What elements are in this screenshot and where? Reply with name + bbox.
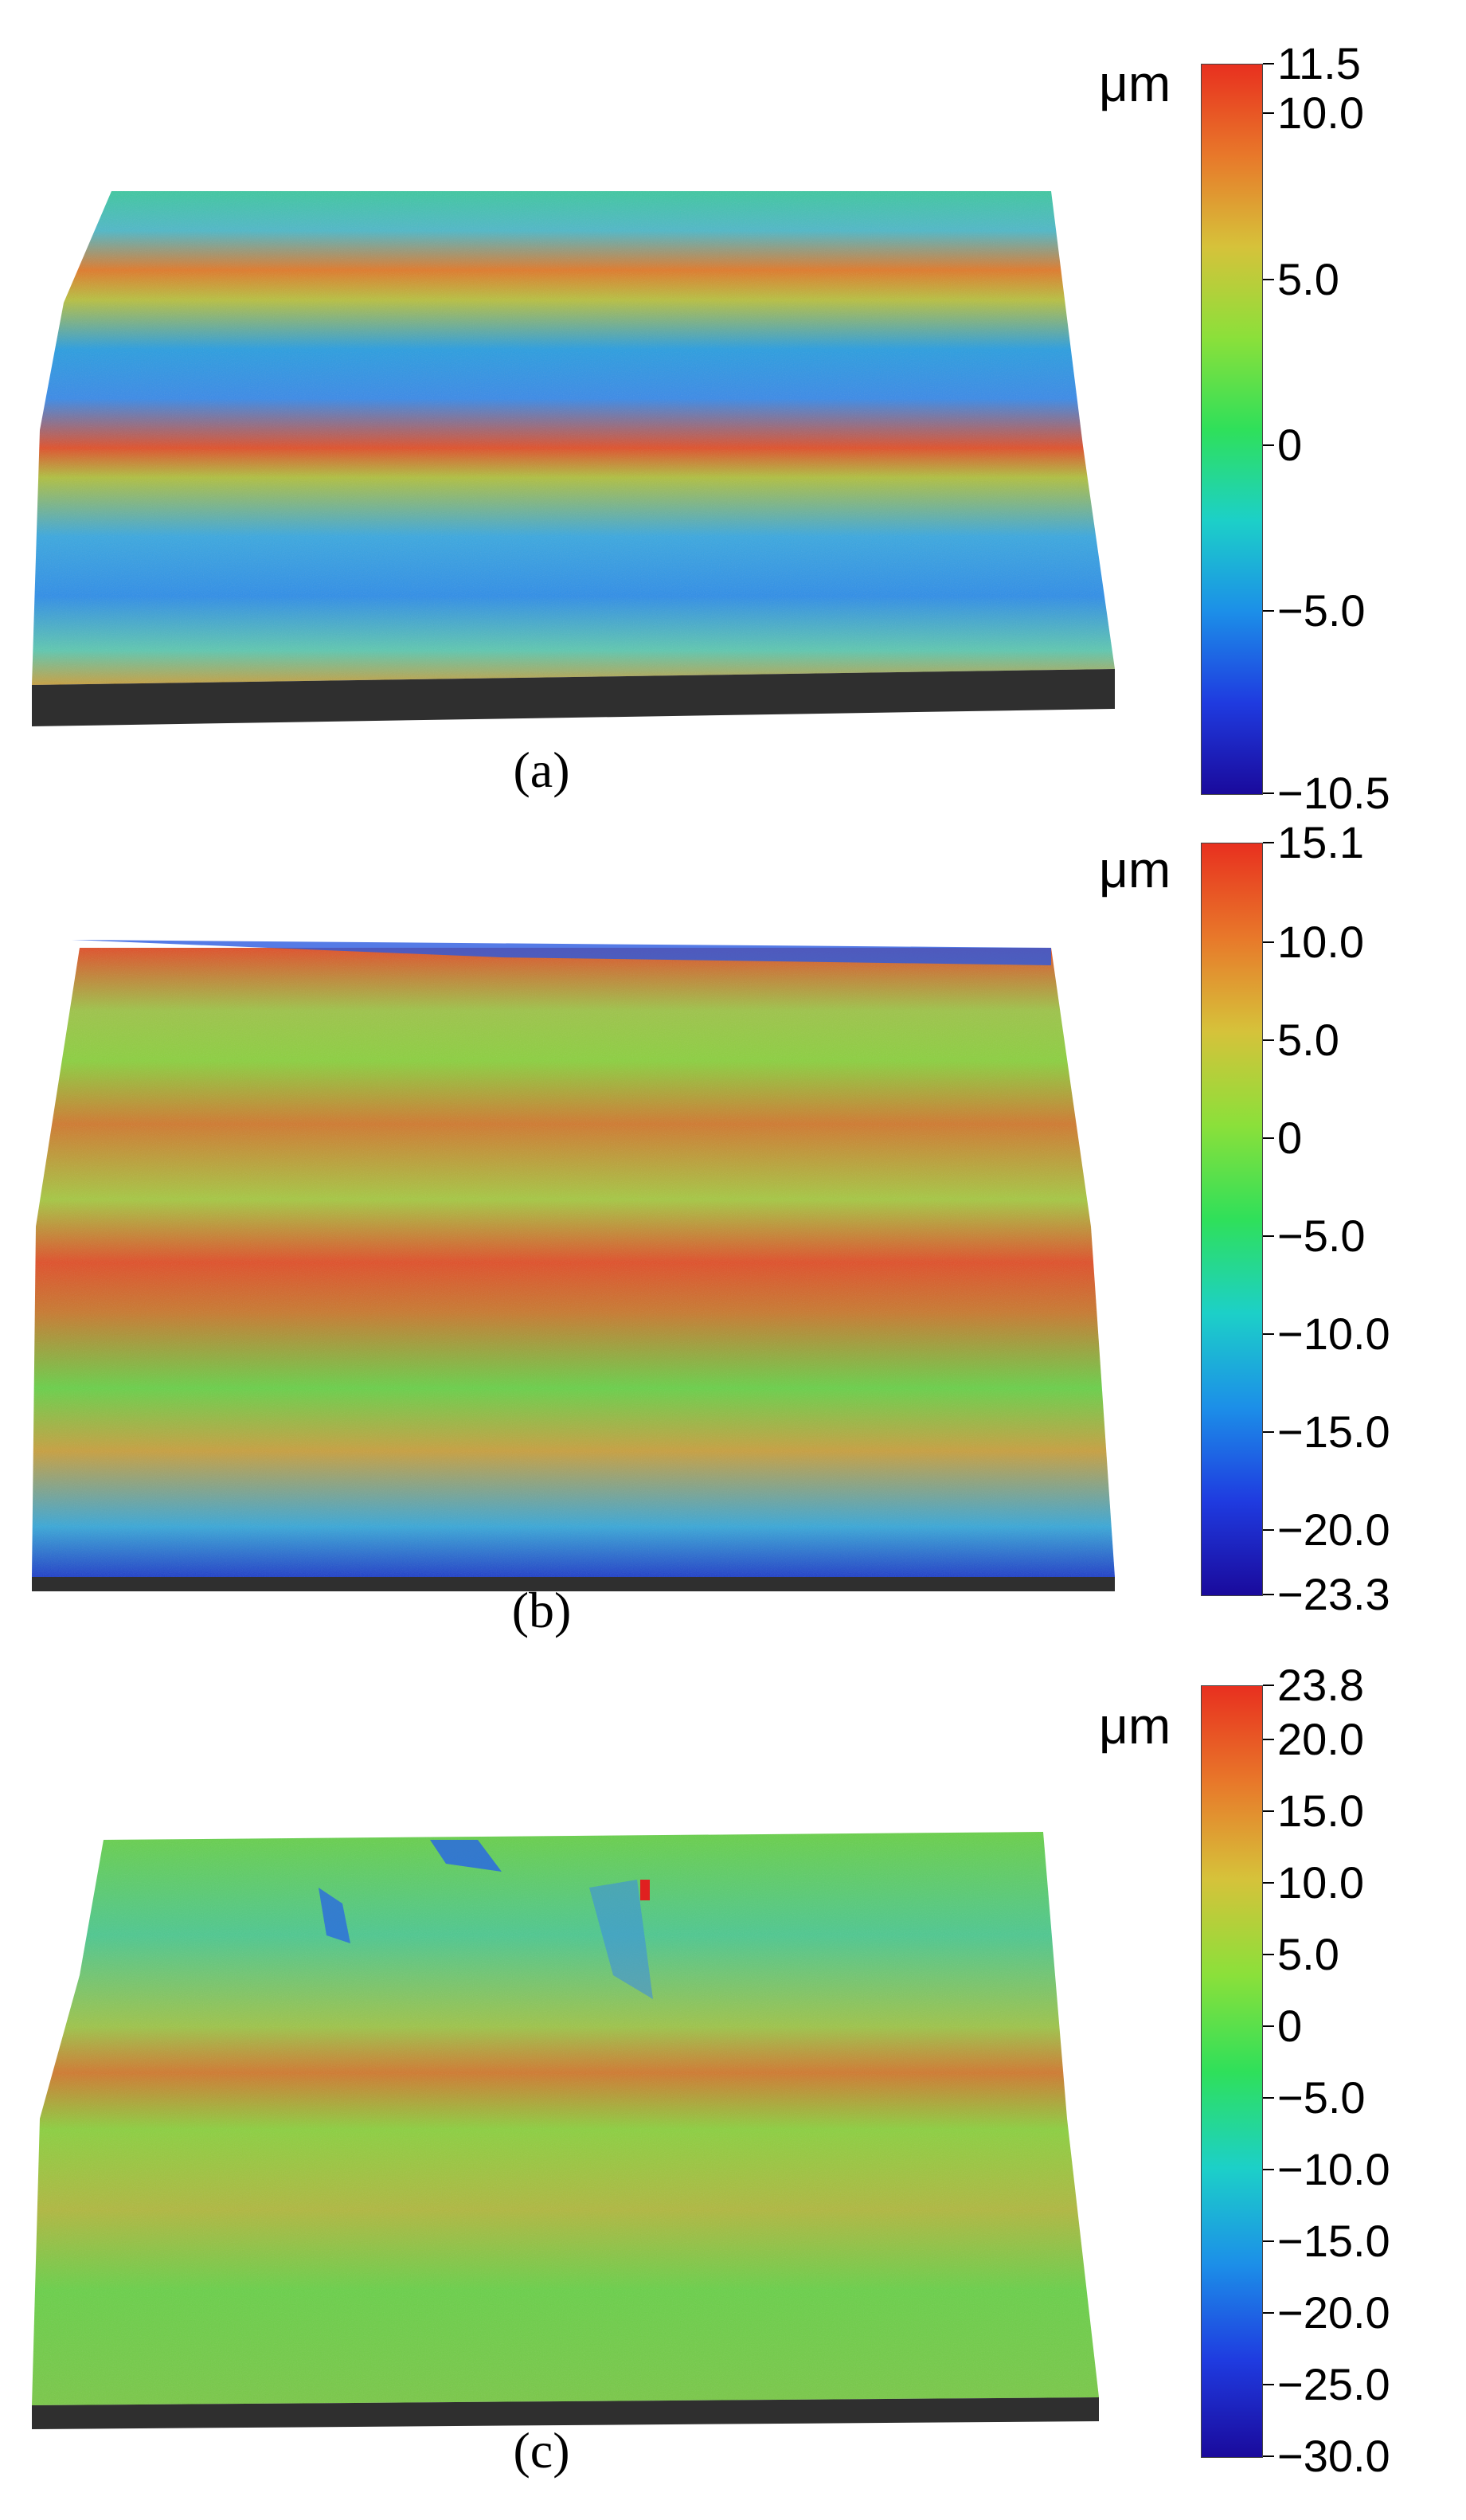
- colorbar-tick-mark: [1263, 610, 1274, 612]
- colorbar-tick-label: −30.0: [1277, 2431, 1390, 2481]
- colorbar-a: [1201, 64, 1263, 795]
- colorbar-tick-label: 5.0: [1277, 1929, 1339, 1980]
- colorbar-c: [1201, 1685, 1263, 2458]
- colorbar-tick-label: 11.5: [1277, 38, 1361, 88]
- colorbar-tick-mark: [1263, 1685, 1274, 1686]
- colorbar-tick-mark: [1263, 842, 1274, 843]
- colorbar-tick-mark: [1263, 444, 1274, 446]
- colorbar-tick-label: 23.8: [1277, 1660, 1364, 1710]
- panel-c: (c) μm 23.8 20.0 15.0 10.0 5.0 0 −5.0 −10.0 −15.…: [0, 1663, 1466, 2520]
- colorbar-tick-mark: [1263, 1528, 1274, 1531]
- colorbar-tick-label: 10.0: [1277, 917, 1364, 968]
- caption-b: (b): [511, 1582, 572, 1638]
- colorbar-tick-mark: [1263, 1430, 1274, 1433]
- colorbar-tick-label: −15.0: [1277, 2216, 1390, 2267]
- colorbar-tick-mark: [1263, 1235, 1274, 1238]
- colorbar-tick-mark: [1263, 1594, 1274, 1595]
- colorbar-tick-label: 10.0: [1277, 88, 1364, 139]
- colorbar-tick-mark: [1263, 792, 1274, 794]
- colorbar-tick-mark: [1263, 2455, 1274, 2457]
- colorbar-tick-label: −10.0: [1277, 2144, 1390, 2195]
- colorbar-tick-mark: [1263, 1882, 1274, 1884]
- colorbar-tick-mark: [1263, 1333, 1274, 1336]
- colorbar-tick-label: 5.0: [1277, 253, 1339, 304]
- colorbar-tick-mark: [1263, 2025, 1274, 2028]
- colorbar-tick-mark: [1263, 112, 1274, 115]
- colorbar-tick-label: 10.0: [1277, 1857, 1364, 1908]
- colorbar-tick-label: −25.0: [1277, 2359, 1390, 2410]
- colorbar-tick-mark: [1263, 2312, 1274, 2315]
- surface-map-b: [32, 940, 1115, 1591]
- colorbar-tick-label: 0: [1277, 1113, 1303, 1164]
- colorbar-tick-mark: [1263, 1039, 1274, 1042]
- colorbar-tick-label: −5.0: [1277, 2072, 1366, 2123]
- unit-label-c: μm: [1099, 1697, 1171, 1755]
- colorbar-tick-label: 15.0: [1277, 1786, 1364, 1837]
- colorbar-tick-label: −10.5: [1277, 768, 1390, 818]
- colorbar-tick-label: −20.0: [1277, 2287, 1390, 2338]
- colorbar-tick-mark: [1263, 2240, 1274, 2243]
- colorbar-tick-label: 0: [1277, 2001, 1303, 2052]
- colorbar-tick-label: −23.3: [1277, 1569, 1390, 1619]
- colorbar-tick-mark: [1263, 2384, 1274, 2386]
- colorbar-tick-label: −15.0: [1277, 1406, 1390, 1457]
- colorbar-tick-label: −10.0: [1277, 1309, 1390, 1360]
- panel-a: (a) μm 11.5 10.0 5.0 0 −5.0 −10.5: [0, 0, 1466, 828]
- colorbar-tick-mark: [1263, 2169, 1274, 2171]
- panel-b: (b) μm 15.1 10.0 5.0 0 −5.0 −10.0 −15.0 −20.0 −2…: [0, 820, 1466, 1673]
- caption-c: (c): [513, 2422, 570, 2479]
- colorbar-tick-mark: [1263, 2097, 1274, 2099]
- colorbar-tick-mark: [1263, 1137, 1274, 1140]
- colorbar-tick-label: 15.1: [1277, 817, 1364, 867]
- unit-label-b: μm: [1099, 841, 1171, 898]
- colorbar-tick-label: −5.0: [1277, 1211, 1366, 1262]
- unit-label-a: μm: [1099, 55, 1171, 112]
- colorbar-tick-mark: [1263, 1810, 1274, 1813]
- colorbar-tick-mark: [1263, 1954, 1274, 1956]
- colorbar-tick-mark: [1263, 63, 1274, 65]
- surface-map-c: [32, 1832, 1099, 2429]
- colorbar-tick-mark: [1263, 941, 1274, 944]
- colorbar-tick-label: 5.0: [1277, 1015, 1339, 1066]
- colorbar-b: [1201, 843, 1263, 1596]
- colorbar-tick-label: 20.0: [1277, 1714, 1364, 1765]
- colorbar-tick-label: −5.0: [1277, 585, 1366, 636]
- surface-map-a: [32, 191, 1115, 726]
- colorbar-tick-mark: [1263, 1739, 1274, 1741]
- colorbar-tick-label: 0: [1277, 419, 1303, 470]
- colorbar-tick-mark: [1263, 278, 1274, 280]
- caption-a: (a): [513, 742, 570, 798]
- colorbar-tick-label: −20.0: [1277, 1504, 1390, 1555]
